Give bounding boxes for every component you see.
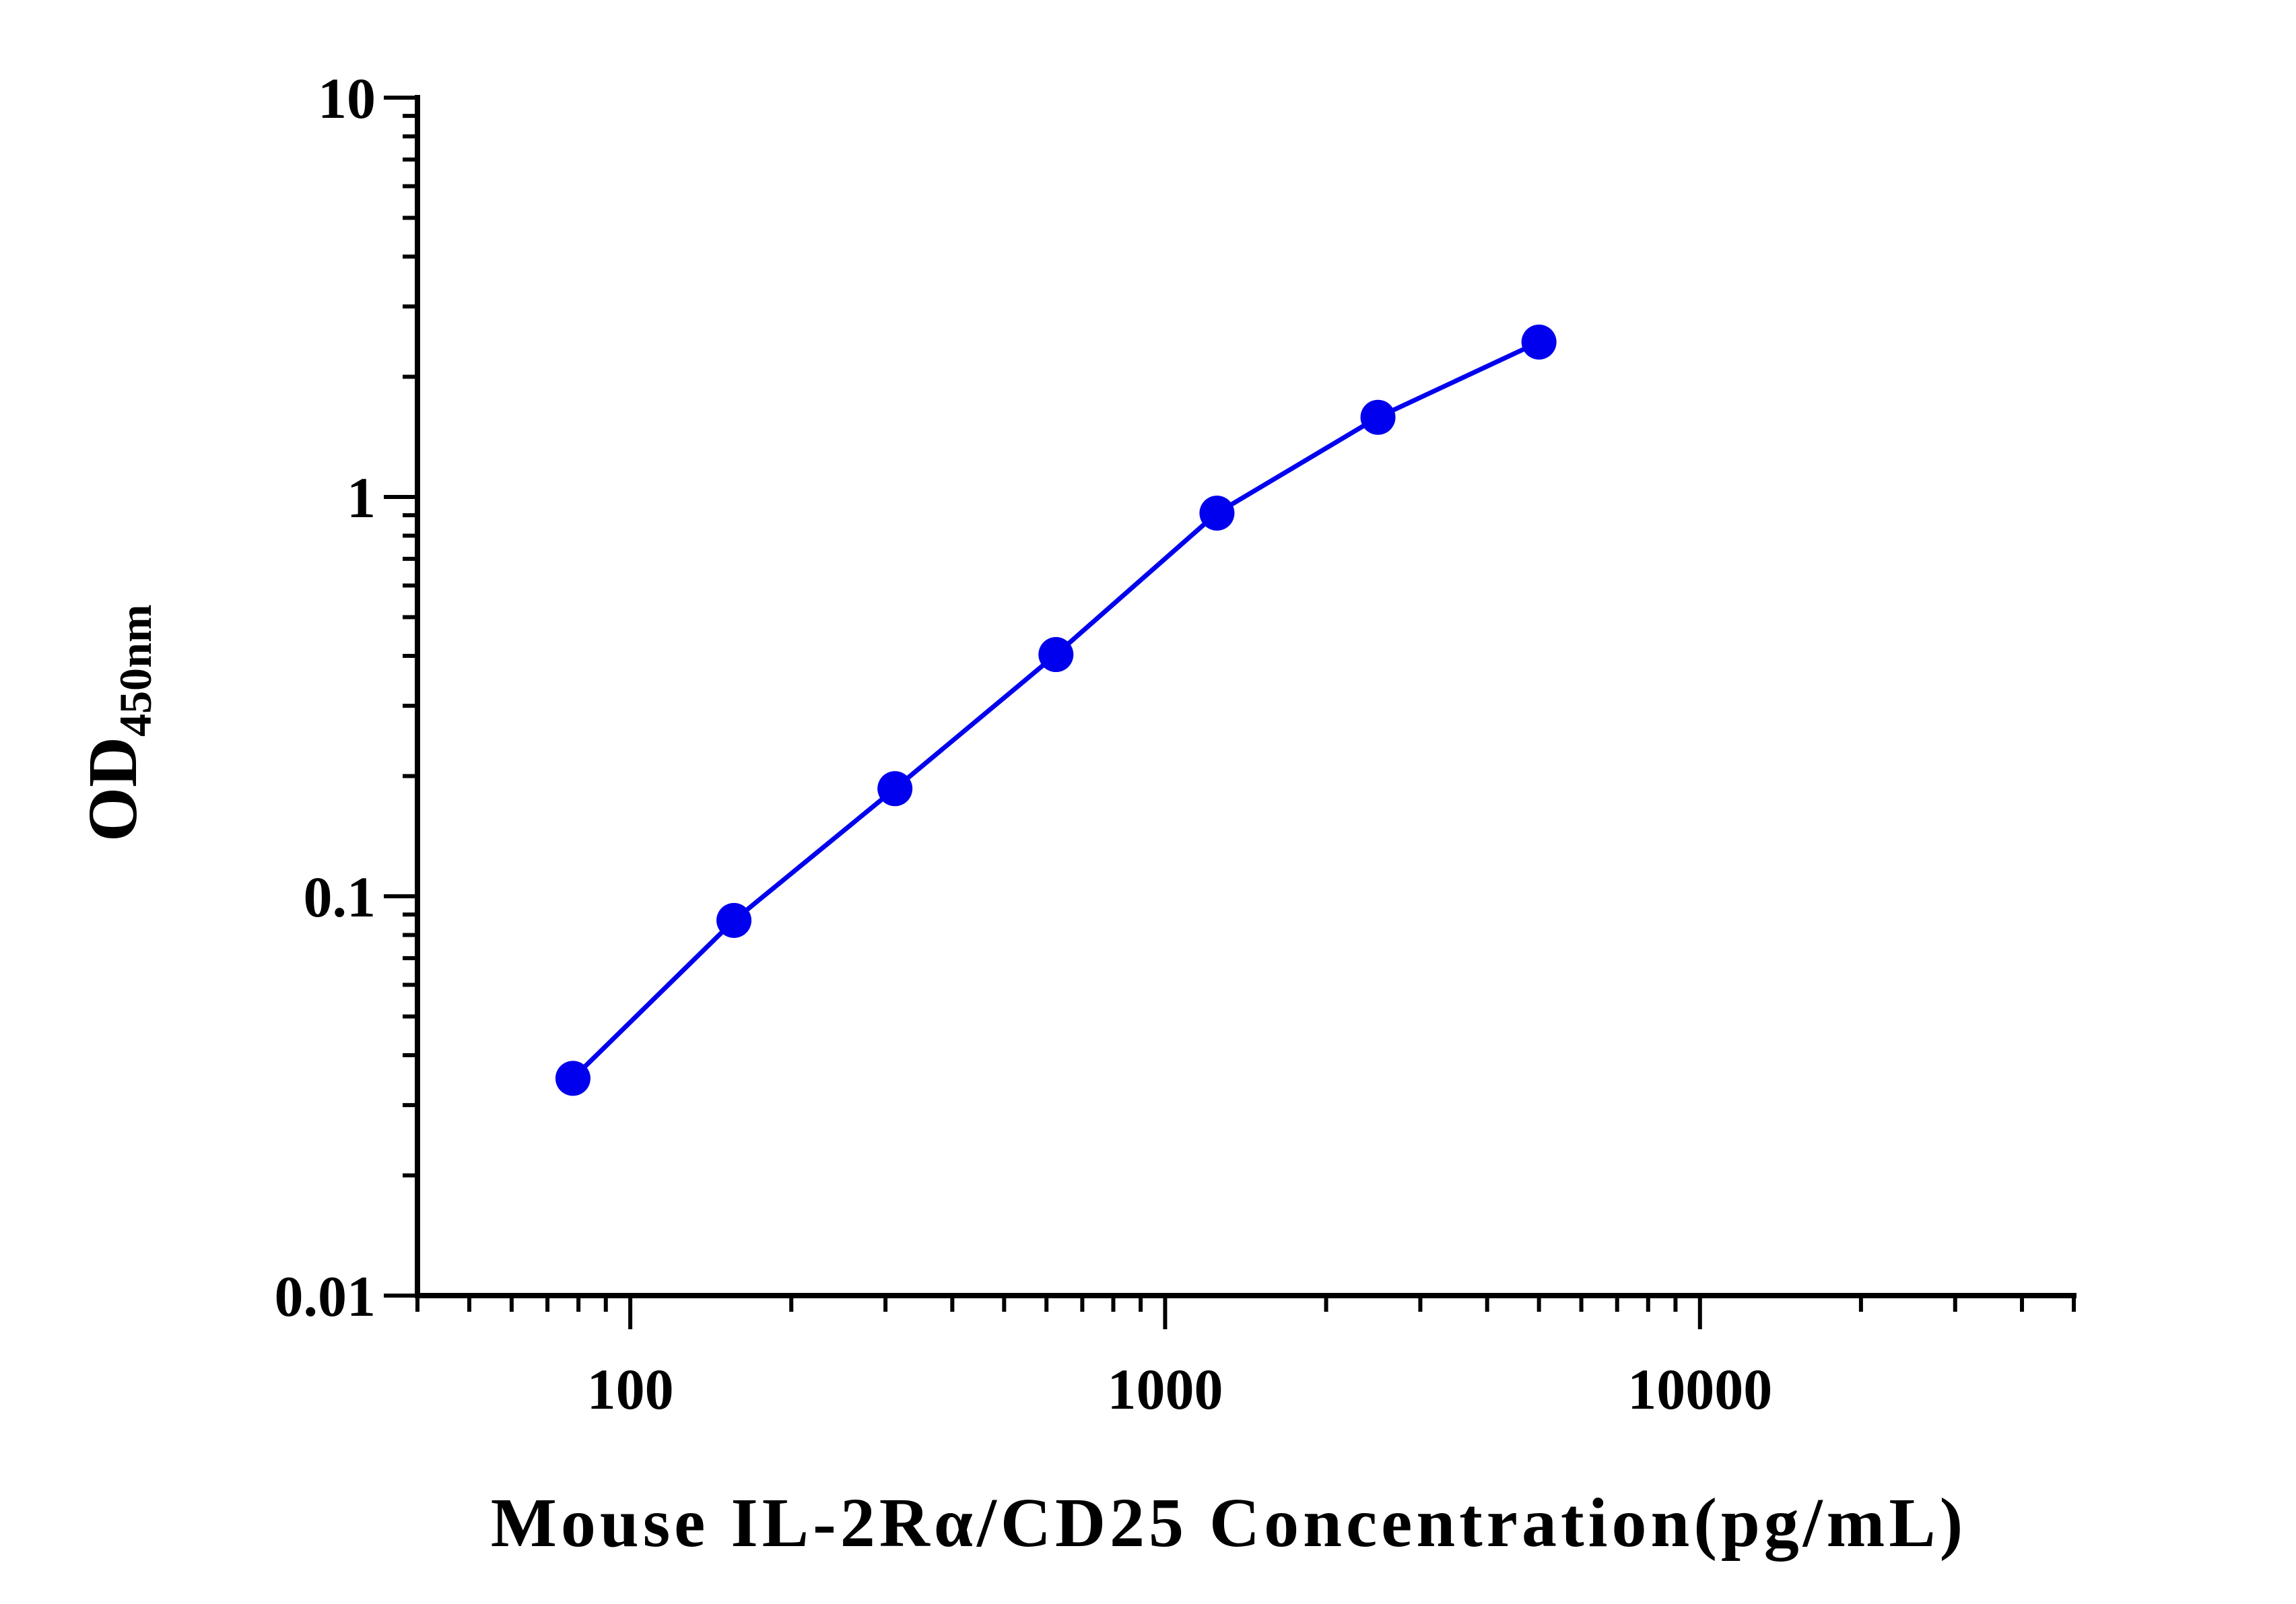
- series-group: [555, 324, 1557, 1096]
- y-tick-label: 0.1: [304, 865, 376, 929]
- x-axis-title: Mouse IL-2Rα/CD25 Concentration(pg/mL): [491, 1484, 1967, 1562]
- axes: [415, 95, 2076, 1298]
- y-axis-title: OD450nm: [74, 605, 161, 842]
- data-point: [1360, 399, 1396, 435]
- y-tick-label: 10: [318, 66, 376, 131]
- y-axis-title-subscript: 450nm: [110, 605, 161, 737]
- y-tick-label: 0.01: [275, 1264, 376, 1329]
- x-tick-label: 10000: [1627, 1357, 1772, 1422]
- x-axis-ticks: 100 1000 10000: [415, 1296, 2076, 1422]
- series-line: [571, 339, 1541, 1080]
- y-tick-label: 1: [347, 465, 376, 530]
- x-tick-label: 1000: [1107, 1357, 1223, 1422]
- x-tick-label: 100: [587, 1357, 674, 1422]
- y-axis-title-main: OD: [74, 737, 151, 842]
- data-point: [555, 1061, 590, 1096]
- data-point: [716, 902, 752, 938]
- data-point: [1521, 324, 1557, 360]
- data-point: [1199, 496, 1235, 531]
- y-axis-ticks: 0.01 0.1 1 10: [275, 66, 417, 1329]
- data-point: [877, 771, 913, 807]
- data-point: [1038, 637, 1074, 673]
